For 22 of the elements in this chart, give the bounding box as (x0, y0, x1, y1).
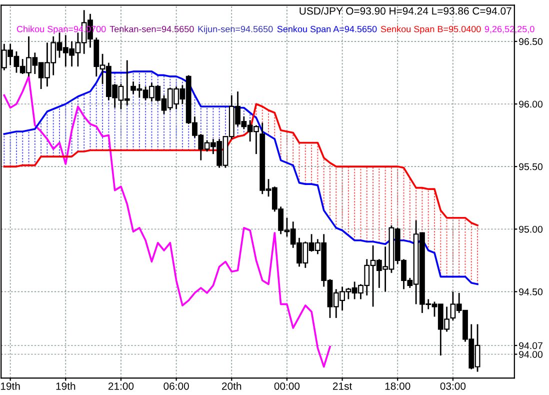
x-tick-label: 20th (222, 382, 242, 390)
x-tick-label: 19th (0, 382, 20, 390)
y-tick-label: 96.50 (519, 38, 543, 46)
line-series (3, 76, 331, 368)
text: Senkou Span A=94.5650 (277, 26, 377, 34)
y-tick-label: 95.00 (519, 226, 543, 233)
y-tick-label: 95.50 (519, 163, 543, 170)
x-tick-label: 00:00 (274, 382, 300, 390)
y-tick-label: 94.50 (519, 288, 543, 296)
x-tick-label: 03:00 (440, 382, 466, 390)
x-tick-label: 18:00 (385, 382, 410, 390)
y-tick-label: 96.00 (519, 100, 543, 108)
y-tick-label: 94.00 (519, 350, 543, 358)
text: Senkou Span B=95.0400 (380, 26, 481, 34)
x-tick-label: 06:00 (164, 382, 189, 390)
y-tick-label: 94.07 (519, 342, 542, 350)
annotation: Tenkan-sen=94.5650 (110, 26, 194, 32)
x-tick-label: 21st (332, 382, 352, 390)
chart-title: USD/JPY O=93.90 H=94.24 L=93.86 C=94.07 (300, 7, 512, 15)
annotation: Kijun-sen=94.5650 (198, 26, 273, 34)
x-tick-label: 21:00 (108, 382, 134, 390)
x-tick-label: 19th (56, 382, 76, 390)
